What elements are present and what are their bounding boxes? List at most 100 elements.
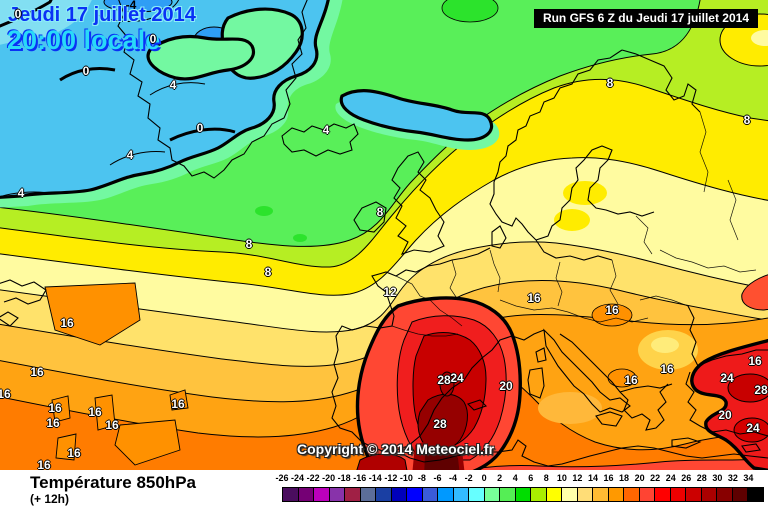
legend-color-box (407, 488, 423, 501)
country-borders (391, 111, 757, 337)
contour-label: 16 (748, 354, 762, 368)
legend-tick: 20 (634, 473, 645, 483)
footer-bar: Température 850hPa (+ 12h) -26 -24 -22 -20-… (0, 470, 768, 512)
legend-tick: -4 (449, 473, 458, 483)
legend-color-box (686, 488, 702, 501)
legend-color-box (608, 488, 625, 501)
legend-tick: 4 (512, 473, 518, 483)
contour-label: 16 (60, 316, 74, 330)
contour-label: 16 (30, 365, 44, 379)
legend-color-box (515, 488, 532, 501)
legend-color-box (732, 488, 749, 501)
contour-label: 20 (718, 408, 732, 422)
contour-label: 4 (126, 148, 134, 162)
legend-tick: 8 (543, 473, 549, 483)
turkey-hot-region (690, 338, 768, 470)
legend-tick: -22 (306, 473, 320, 483)
legend-color-box (562, 488, 578, 501)
legend-color-box (314, 488, 330, 501)
legend-color-box (391, 488, 408, 501)
contour-label: 16 (660, 362, 674, 376)
contour-label: 28 (437, 373, 451, 387)
legend-tick: 28 (696, 473, 707, 483)
legend-tick: 30 (712, 473, 723, 483)
contour-label: 28 (754, 383, 768, 397)
legend-tick: -24 (291, 473, 305, 483)
legend-tick: -2 (464, 473, 473, 483)
contour-label: 8 (264, 265, 272, 279)
legend-color-box (546, 488, 563, 501)
legend-tick: 12 (572, 473, 583, 483)
coastlines (0, 0, 768, 467)
contour-label: 16 (37, 458, 51, 470)
contour-label: 16 (105, 418, 119, 432)
legend-color-box (593, 488, 609, 501)
legend-color-box (360, 488, 377, 501)
legend-tick: -10 (399, 473, 413, 483)
legend-color-box (345, 488, 361, 501)
legend-tick: 14 (587, 473, 598, 483)
legend-color-box (298, 488, 315, 501)
legend-tick: -18 (337, 473, 351, 483)
legend-tick: -16 (353, 473, 367, 483)
legend-color-box (670, 488, 687, 501)
contour-label: 8 (376, 205, 384, 219)
legend-color-box (624, 488, 640, 501)
legend-color-box (422, 488, 439, 501)
legend-color-box (639, 488, 656, 501)
map-time-label: 20:00 locale (7, 25, 161, 55)
contour-label: 24 (746, 421, 760, 435)
contour-label: 16 (48, 401, 62, 415)
map-canvas (0, 0, 768, 470)
legend-color-box (484, 488, 501, 501)
contour-label: 16 (0, 387, 11, 401)
legend-color-box (500, 488, 516, 501)
legend-tick: -12 (384, 473, 398, 483)
legend-color-box (717, 488, 733, 501)
contour-label: 4 (17, 186, 25, 200)
legend-tick: -14 (368, 473, 382, 483)
run-info-box: Run GFS 6 Z du Jeudi 17 juillet 2014 (533, 9, 758, 28)
legend-color-box (283, 488, 299, 501)
contour-label: 16 (171, 397, 185, 411)
legend-tick: -26 (275, 473, 289, 483)
legend-color-box (748, 488, 763, 501)
legend-tick: 16 (603, 473, 614, 483)
legend-tick: 26 (681, 473, 692, 483)
contour-label: 24 (450, 371, 464, 385)
copyright-label: Copyright © 2014 Meteociel.fr (297, 441, 495, 457)
legend-color-box (701, 488, 718, 501)
contour-label: 28 (433, 417, 447, 431)
legend-tick: -8 (417, 473, 426, 483)
contour-label: 12 (383, 285, 397, 299)
legend-tick: 2 (497, 473, 503, 483)
legend-tick: -20 (322, 473, 336, 483)
contour-label: 16 (67, 446, 81, 460)
contour-label: 24 (720, 371, 734, 385)
legend-color-box (531, 488, 547, 501)
contour-label: 16 (605, 303, 619, 317)
legend-color-box (655, 488, 671, 501)
legend-tick-labels: -26 -24 -22 -20 -18 -16 -14 -12 -10 -8 -6 -4 -2 0 2 4 6 8… (275, 473, 764, 485)
legend-color-box (469, 488, 485, 501)
legend-color-box (438, 488, 454, 501)
legend-tick: 0 (481, 473, 487, 483)
contour-label: 8 (743, 113, 751, 127)
temperature-map: Jeudi 17 juillet 2014 20:00 locale Run G… (0, 0, 768, 470)
legend-color-box (329, 488, 346, 501)
legend-color-box (376, 488, 392, 501)
legend-color-box (577, 488, 594, 501)
temperature-legend (282, 487, 764, 502)
contour-label: 0 (196, 121, 204, 135)
legend-tick: 6 (528, 473, 534, 483)
legend-tick: 10 (556, 473, 567, 483)
arctic-cold-region (0, 0, 500, 208)
legend-tick: -6 (433, 473, 442, 483)
contour-label: 4 (322, 123, 330, 137)
contour-label: 8 (245, 237, 253, 251)
legend-tick: 18 (619, 473, 630, 483)
map-forecast-hour: (+ 12h) (30, 492, 70, 506)
legend-color-box (453, 488, 470, 501)
contour-label: 16 (527, 291, 541, 305)
